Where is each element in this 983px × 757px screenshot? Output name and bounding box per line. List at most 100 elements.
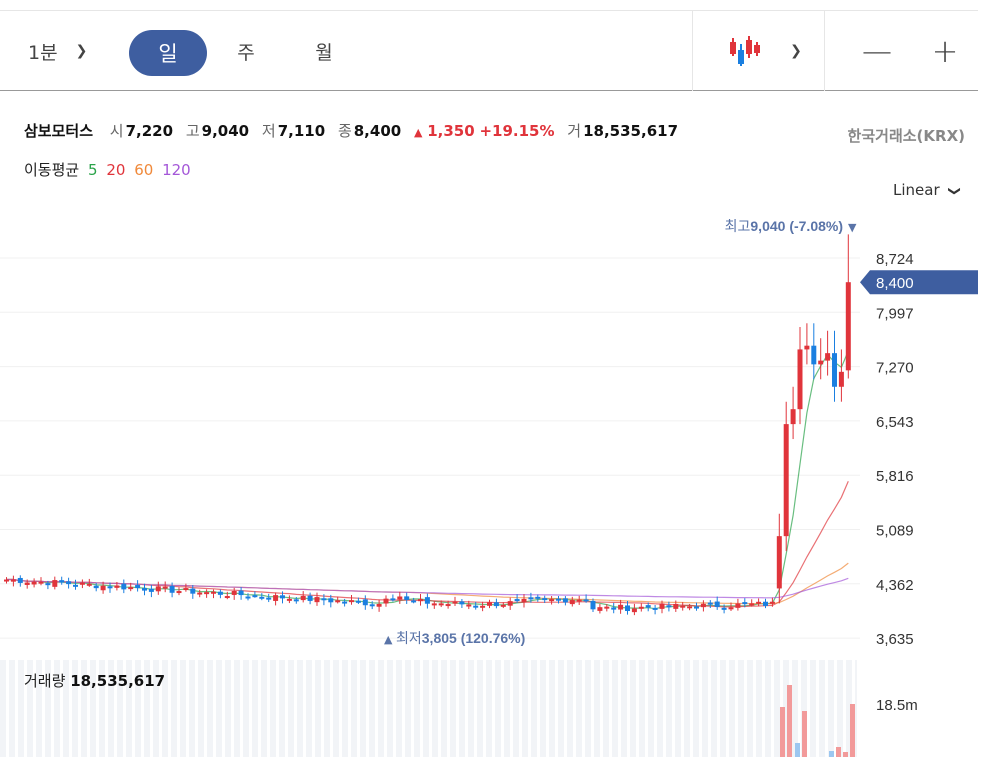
ma-5-label: 5 [87, 161, 98, 179]
candle-body [576, 599, 582, 602]
candle-body [342, 601, 348, 604]
candle-body [418, 599, 423, 602]
candle-body [535, 596, 541, 599]
chevron-down-icon: ❯ [790, 43, 802, 59]
ma-5-line [6, 350, 849, 610]
candle-body [114, 585, 120, 588]
price-axis-tick: 7,997 [876, 305, 914, 322]
candle-body [293, 599, 299, 602]
interval-dropdown[interactable]: 1분 ❯ [28, 11, 118, 91]
candle-body [100, 585, 106, 591]
price-chart[interactable]: 8,724 7,997 7,270 6,543 5,816 5,089 4,362 3,635… [0, 200, 983, 660]
candle-body [618, 604, 624, 610]
candle-body [611, 607, 617, 610]
price-gridlines [0, 257, 860, 639]
candle-body [735, 603, 741, 608]
high-annotation: 최고9,040 (-7.08%) [725, 218, 843, 234]
price-axis-tick: 5,816 [876, 468, 914, 485]
candle-body [514, 599, 520, 602]
candle-body [273, 595, 279, 601]
price-axis-tick: 6,543 [876, 414, 914, 431]
candle-body [721, 607, 727, 610]
low-label: 저 [261, 122, 276, 140]
tab-month[interactable]: 월 [315, 41, 333, 64]
price-axis-tick: 4,362 [876, 577, 914, 594]
candle-body [383, 598, 389, 604]
candle-body [445, 604, 451, 607]
candle-body [197, 592, 203, 595]
candle-body [211, 591, 216, 594]
scale-label: Linear [893, 181, 940, 199]
candle-body [4, 579, 9, 582]
candle-body [604, 606, 610, 609]
candle-body [763, 601, 768, 606]
zoom-out-button[interactable]: — [862, 33, 892, 69]
candle-body [369, 604, 375, 607]
candle-body [825, 353, 831, 361]
candle-body [31, 581, 37, 585]
price-axis-tick: 3,635 [876, 631, 914, 648]
candle-body [107, 586, 113, 589]
volume-bar [850, 704, 855, 757]
candle-body [556, 598, 561, 601]
candle-body [142, 588, 147, 591]
candle-body [66, 581, 72, 585]
chart-type-dropdown[interactable]: ❯ [710, 11, 820, 91]
scale-dropdown[interactable]: Linear ❯ [893, 181, 962, 199]
candle-body [728, 607, 734, 610]
candle-body [769, 601, 775, 604]
candle-body [493, 602, 499, 607]
tab-week[interactable]: 주 [237, 41, 255, 64]
candle-body [252, 595, 258, 598]
volume-bar [829, 751, 834, 757]
toolbar-divider [692, 11, 693, 91]
zoom-in-button[interactable]: + [931, 32, 959, 70]
candle-body [300, 595, 306, 601]
candle-body [790, 409, 796, 425]
volume-axis-tick: 18.5m [876, 697, 918, 714]
candle-body [459, 601, 465, 605]
candle-body [438, 603, 444, 606]
candle-body [17, 577, 23, 583]
candle-body [73, 584, 78, 587]
change-percent: +19.15% [479, 122, 555, 140]
candle-body [818, 360, 824, 365]
volume-bar [836, 747, 841, 757]
candle-body [155, 586, 161, 592]
tab-day[interactable]: 일 [129, 30, 207, 76]
candlestick-icon [730, 36, 761, 66]
candle-body [466, 604, 472, 607]
candle-body [86, 583, 92, 586]
high-value: 9,040 [201, 122, 250, 140]
candle-body [742, 602, 748, 605]
candle-body [638, 606, 644, 609]
candle-body [266, 597, 272, 600]
candle-body [549, 599, 555, 602]
volume-panel-value: 18,535,617 [70, 672, 166, 690]
candle-body [328, 598, 334, 603]
candle-body [404, 596, 410, 600]
candle-body [562, 598, 568, 603]
candle-body [390, 598, 396, 601]
volume-chart: 18.5m [780, 685, 918, 757]
volume-bar [780, 707, 785, 757]
candle-body [756, 601, 762, 604]
candle-body [307, 595, 313, 601]
candle-body [652, 607, 658, 610]
low-annotation: 최저3,805 (120.76%) [396, 630, 525, 646]
candle-body [280, 595, 285, 599]
candle-body [204, 592, 210, 595]
candle-body [700, 603, 706, 608]
candle-body [169, 585, 175, 593]
current-price-tag [860, 270, 978, 295]
stock-summary: 삼보모터스 시 7,220 고 9,040 저 7,110 종 8,400 ▲ 1,35… [24, 120, 686, 141]
volume-bar [843, 752, 848, 757]
up-triangle-icon: ▲ [384, 633, 393, 646]
interval-label: 1분 [28, 41, 58, 64]
moving-average-lines [6, 350, 849, 610]
candle-body [507, 601, 513, 606]
volume-value: 18,535,617 [583, 122, 679, 140]
chart-toolbar: 1분 ❯ 일 주 월 ❯ — + [0, 11, 978, 91]
chevron-down-icon: ❯ [75, 43, 88, 59]
candle-body [845, 282, 851, 371]
